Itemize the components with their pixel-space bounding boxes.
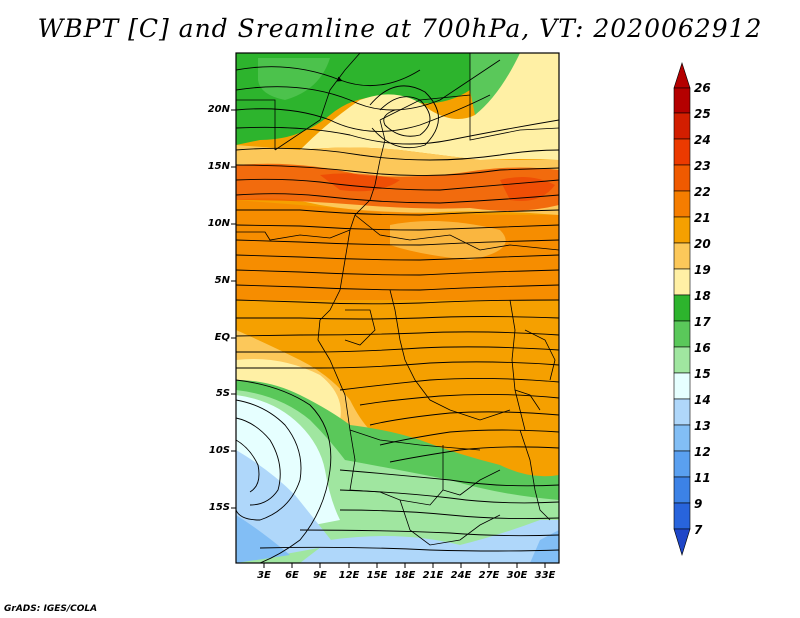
lon-label: 12E	[338, 570, 360, 581]
lat-label: 10N	[207, 218, 230, 229]
colorbar-label: 15	[694, 367, 711, 381]
colorbar-label: 24	[694, 133, 711, 147]
colorbar-label: 9	[694, 497, 703, 511]
lon-label: 3E	[257, 570, 271, 581]
colorbar-top-triangle	[673, 62, 691, 89]
lat-label: 15N	[207, 161, 230, 172]
colorbar-label: 13	[694, 419, 711, 433]
colorbar-label: 11	[694, 471, 711, 485]
lon-label: 15E	[366, 570, 388, 581]
temperature-field	[236, 53, 559, 563]
colorbar-label: 19	[694, 263, 711, 277]
map-frame	[235, 52, 560, 564]
colorbar-label: 7	[694, 523, 703, 537]
lat-label: 10S	[208, 445, 230, 456]
lat-label: 5S	[215, 388, 230, 399]
colorbar-label: 26	[694, 81, 711, 95]
colorbar-label: 18	[694, 289, 711, 303]
lon-label: 30E	[506, 570, 528, 581]
axis-ticks	[231, 109, 546, 568]
lon-label: 9E	[313, 570, 327, 581]
lon-label: 33E	[534, 570, 556, 581]
colorbar-label: 22	[694, 185, 711, 199]
lat-label: 15S	[208, 502, 230, 513]
lat-label: 5N	[214, 275, 230, 286]
credit-text: GrADS: IGES/COLA	[4, 604, 98, 614]
colorbar-label: 14	[694, 393, 711, 407]
colorbar-label: 12	[694, 445, 711, 459]
lon-label: 6E	[285, 570, 299, 581]
lon-label: 24E	[450, 570, 472, 581]
colorbar	[673, 62, 691, 557]
lon-label: 27E	[478, 570, 500, 581]
lat-label: 20N	[207, 104, 230, 115]
lat-label: EQ	[214, 332, 230, 343]
colorbar-bottom-triangle	[673, 528, 691, 557]
country-borders	[236, 53, 559, 546]
colorbar-label: 25	[694, 107, 711, 121]
colorbar-label: 21	[694, 211, 711, 225]
lon-label: 21E	[422, 570, 444, 581]
colorbar-label: 16	[694, 341, 711, 355]
lon-label: 18E	[394, 570, 416, 581]
colorbar-label: 20	[694, 237, 711, 251]
colorbar-label: 23	[694, 159, 711, 173]
colorbar-label: 17	[694, 315, 711, 329]
streamlines	[236, 59, 559, 563]
map-title: WBPT [C] and Sreamline at 700hPa, VT: 20…	[37, 14, 763, 43]
